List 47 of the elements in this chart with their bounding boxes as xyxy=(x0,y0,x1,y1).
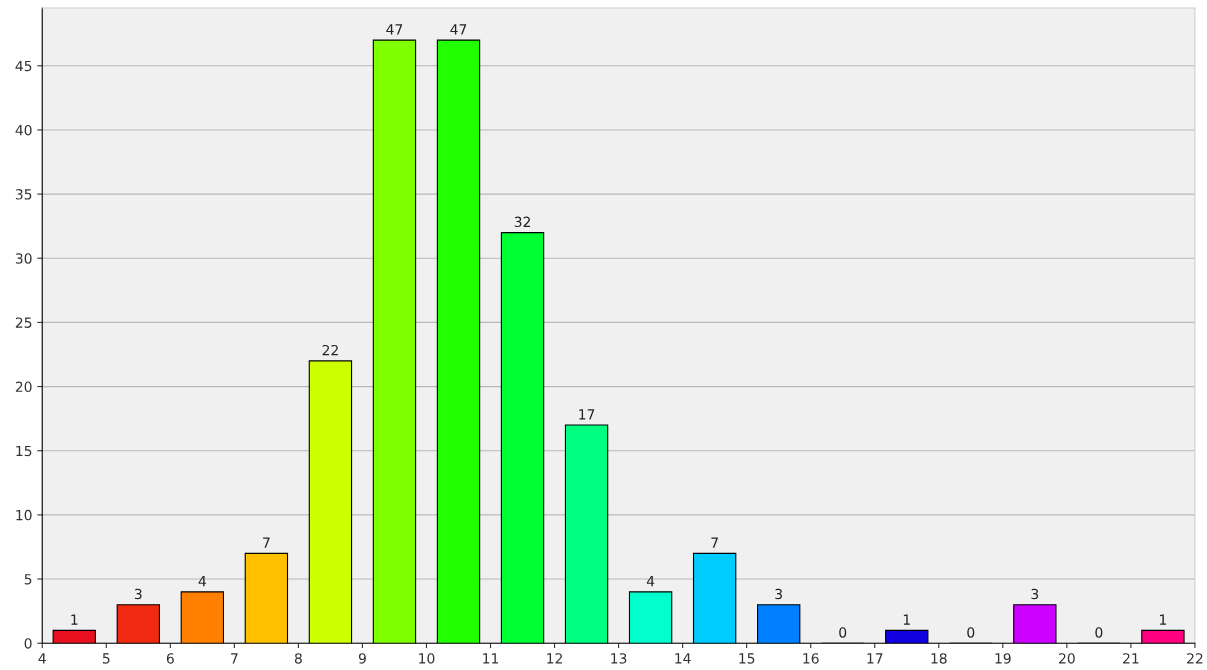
data-label: 4 xyxy=(646,576,655,587)
x-tick-label: 21 xyxy=(1123,653,1139,664)
x-tick-label: 22 xyxy=(1187,653,1203,664)
y-tick-label: 40 xyxy=(15,124,32,136)
x-tick-label: 17 xyxy=(867,653,883,664)
y-tick-label: 10 xyxy=(16,509,32,521)
x-tick-label: 13 xyxy=(611,653,627,664)
x-tick-label: 4 xyxy=(38,653,46,664)
data-label: 0 xyxy=(967,627,975,638)
x-tick-label: 15 xyxy=(739,653,755,664)
x-tick-label: 11 xyxy=(483,653,499,664)
data-label: 1 xyxy=(1160,614,1167,625)
x-tick-label: 10 xyxy=(419,653,435,664)
data-label: 3 xyxy=(1031,588,1039,600)
data-label: 17 xyxy=(579,409,595,420)
x-tick-label: 6 xyxy=(166,653,174,664)
y-tick-label: 5 xyxy=(24,574,32,585)
x-tick-label: 7 xyxy=(231,653,238,664)
data-label: 4 xyxy=(198,576,206,587)
data-label: 0 xyxy=(1095,627,1103,638)
y-tick-label: 20 xyxy=(15,381,32,393)
y-tick-label: 35 xyxy=(15,189,32,200)
y-tick-label: 30 xyxy=(15,253,32,264)
x-tick-label: 14 xyxy=(675,653,691,664)
x-tick-label: 16 xyxy=(803,653,819,664)
y-tick-label: 25 xyxy=(15,317,32,328)
y-tick-label: 15 xyxy=(16,445,32,457)
data-label: 3 xyxy=(134,588,142,600)
data-label: 47 xyxy=(450,24,467,35)
y-tick-label: 0 xyxy=(24,638,32,649)
data-label: 1 xyxy=(71,614,78,625)
data-label: 0 xyxy=(839,627,847,638)
data-label: 1 xyxy=(903,614,910,625)
data-label: 7 xyxy=(263,537,270,548)
data-label: 32 xyxy=(514,216,530,228)
data-label: 47 xyxy=(386,24,403,35)
y-tick-label: 45 xyxy=(15,60,32,72)
x-tick-label: 18 xyxy=(931,653,947,664)
data-label: 3 xyxy=(775,588,782,600)
x-tick-label: 19 xyxy=(995,653,1011,664)
x-tick-label: 9 xyxy=(358,653,366,664)
x-tick-label: 8 xyxy=(294,653,302,664)
data-label: 7 xyxy=(711,537,718,548)
x-tick-label: 5 xyxy=(102,653,110,664)
x-tick-label: 12 xyxy=(547,653,562,664)
data-label: 22 xyxy=(322,344,338,356)
x-tick-label: 20 xyxy=(1059,653,1075,664)
